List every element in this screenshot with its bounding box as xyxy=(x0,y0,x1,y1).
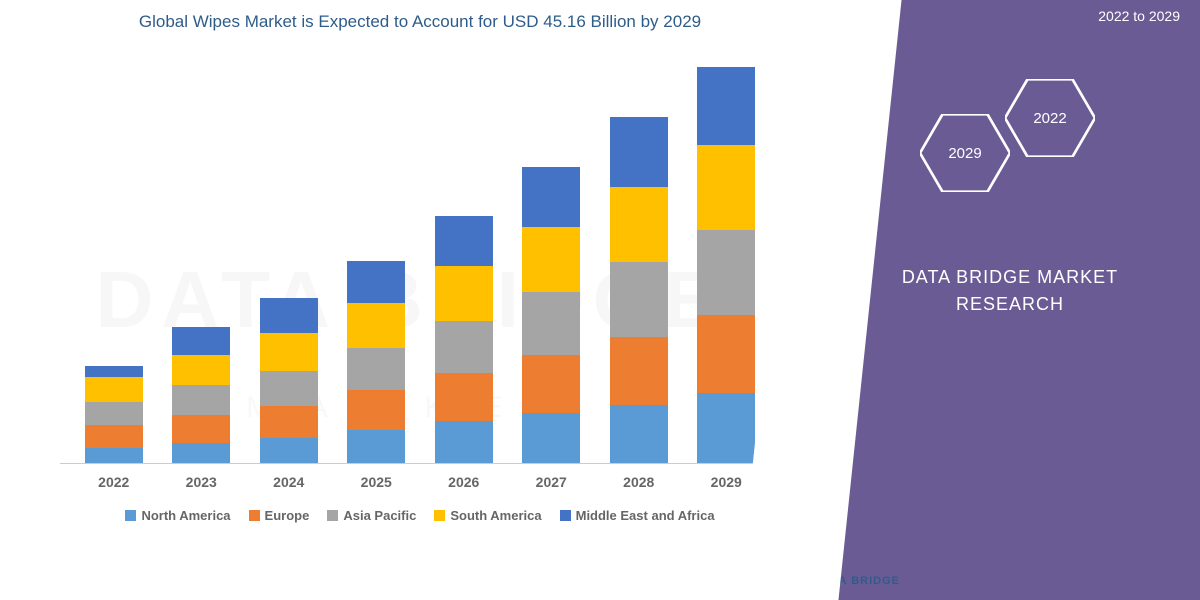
bar-segment xyxy=(697,393,755,463)
bar-segment xyxy=(347,261,405,303)
hex-year-2022: 2022 xyxy=(1033,110,1066,127)
bar-segment xyxy=(260,438,318,463)
side-panel-content: 2022 to 2029 2029 2022 DATA BRIDGE MARKE… xyxy=(820,0,1200,318)
bar-segment xyxy=(85,402,143,425)
legend-swatch-icon xyxy=(560,510,571,521)
legend-swatch-icon xyxy=(434,510,445,521)
legend-swatch-icon xyxy=(327,510,338,521)
bar-segment xyxy=(610,262,668,337)
bar-segment xyxy=(522,355,580,413)
bar-segment xyxy=(172,327,230,355)
x-axis-label: 2025 xyxy=(341,474,411,490)
legend-label: Asia Pacific xyxy=(343,508,416,523)
main-container: Global Wipes Market is Expected to Accou… xyxy=(0,0,1200,600)
bar-segment xyxy=(697,67,755,145)
legend-swatch-icon xyxy=(125,510,136,521)
bar-stack xyxy=(610,117,668,463)
bar-segment xyxy=(610,337,668,405)
bar-segment xyxy=(522,167,580,227)
brand-title-line1: DATA BRIDGE MARKET xyxy=(902,264,1118,291)
bar-column xyxy=(79,366,149,463)
x-axis-label: 2026 xyxy=(429,474,499,490)
legend-label: Europe xyxy=(265,508,310,523)
legend-swatch-icon xyxy=(249,510,260,521)
hex-year-2029: 2029 xyxy=(948,145,981,162)
bar-stack xyxy=(347,261,405,463)
hexagon-2022: 2022 xyxy=(1005,79,1095,157)
bar-segment xyxy=(347,430,405,463)
bar-stack xyxy=(435,216,493,463)
bar-stack xyxy=(260,298,318,463)
bar-segment xyxy=(85,425,143,448)
bar-segment xyxy=(522,227,580,292)
bar-segment xyxy=(610,117,668,187)
bar-segment xyxy=(172,415,230,443)
bar-segment xyxy=(610,405,668,463)
x-axis-label: 2028 xyxy=(604,474,674,490)
bar-column xyxy=(516,167,586,463)
bar-segment xyxy=(697,315,755,393)
bar-segment xyxy=(435,421,493,463)
bar-column xyxy=(254,298,324,463)
bar-segment xyxy=(260,298,318,333)
legend-label: South America xyxy=(450,508,541,523)
bar-column xyxy=(429,216,499,463)
legend-item: Europe xyxy=(249,508,310,523)
bar-stack xyxy=(697,67,755,463)
bar-stack xyxy=(85,366,143,463)
chart-area: Global Wipes Market is Expected to Accou… xyxy=(0,0,820,600)
bar-segment xyxy=(85,366,143,377)
bar-segment xyxy=(85,448,143,463)
x-axis-label: 2022 xyxy=(79,474,149,490)
legend-item: South America xyxy=(434,508,541,523)
bar-segment xyxy=(522,413,580,463)
bar-stack xyxy=(522,167,580,463)
brand-title: DATA BRIDGE MARKET RESEARCH xyxy=(902,264,1118,318)
legend-item: North America xyxy=(125,508,230,523)
bar-column xyxy=(691,67,761,463)
bar-column xyxy=(166,327,236,463)
bar-segment xyxy=(435,373,493,421)
x-axis-label: 2024 xyxy=(254,474,324,490)
legend-label: Middle East and Africa xyxy=(576,508,715,523)
x-axis-label: 2023 xyxy=(166,474,236,490)
hexagon-group: 2029 2022 xyxy=(910,74,1110,214)
bar-segment xyxy=(260,333,318,371)
bar-segment xyxy=(260,371,318,406)
bar-segment xyxy=(697,230,755,315)
bar-segment xyxy=(347,348,405,390)
bar-segment xyxy=(260,406,318,438)
plot-region xyxy=(60,44,780,464)
bar-stack xyxy=(172,327,230,463)
legend-label: North America xyxy=(141,508,230,523)
forecast-period-text: 2022 to 2029 xyxy=(820,0,1200,54)
x-axis-label: 2027 xyxy=(516,474,586,490)
legend-item: Asia Pacific xyxy=(327,508,416,523)
bar-segment xyxy=(347,303,405,348)
bar-segment xyxy=(172,385,230,415)
hexagon-2029: 2029 xyxy=(920,114,1010,192)
bar-column xyxy=(341,261,411,463)
bar-segment xyxy=(697,145,755,230)
x-axis-labels: 20222023202420252026202720282029 xyxy=(60,474,780,490)
bar-segment xyxy=(347,390,405,430)
bar-segment xyxy=(435,216,493,266)
bar-column xyxy=(604,117,674,463)
bar-segment xyxy=(172,443,230,463)
brand-title-line2: RESEARCH xyxy=(902,291,1118,318)
bar-segment xyxy=(85,377,143,402)
bar-segment xyxy=(435,321,493,373)
bar-segment xyxy=(610,187,668,262)
legend-item: Middle East and Africa xyxy=(560,508,715,523)
bar-segment xyxy=(172,355,230,385)
side-panel: 2022 to 2029 2029 2022 DATA BRIDGE MARKE… xyxy=(820,0,1200,600)
legend: North America Europe Asia Pacific South Ame… xyxy=(40,508,800,523)
bar-segment xyxy=(522,292,580,355)
bar-segment xyxy=(435,266,493,321)
bars-container xyxy=(60,44,780,463)
chart-title: Global Wipes Market is Expected to Accou… xyxy=(40,10,800,34)
